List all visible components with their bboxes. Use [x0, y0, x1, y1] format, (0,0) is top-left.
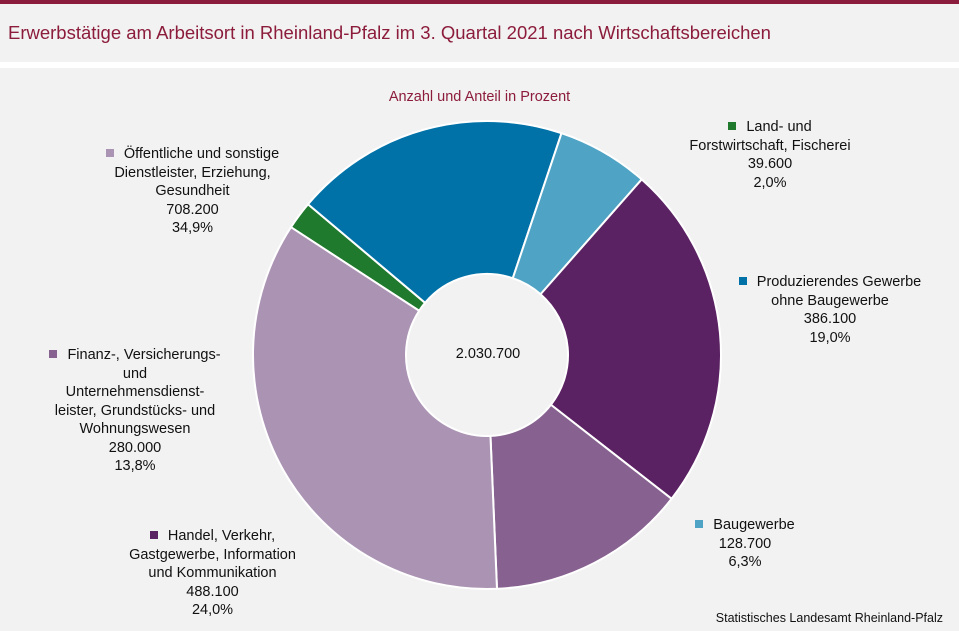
slice-value: 488.100	[186, 583, 239, 600]
chart-title: Erwerbstätige am Arbeitsort in Rheinland…	[8, 22, 771, 43]
slice-category-line: Baugewerbe	[713, 517, 795, 533]
slice-category-line: und	[122, 365, 148, 382]
slice-label-1: Produzierendes Gewerbe ohne Baugewerbe 386…	[720, 273, 940, 347]
slice-category-line: leister, Grundstücks- und	[54, 402, 216, 419]
top-accent-bar	[0, 0, 959, 4]
legend-swatch	[738, 277, 747, 285]
slice-value: 386.100	[803, 311, 857, 327]
slice-category-line: Land- und	[746, 119, 812, 135]
slice-1	[306, 120, 563, 305]
slice-value: 128.700	[718, 535, 772, 552]
slice-label-3: Handel, Verkehr, Gastgewerbe, Information…	[105, 527, 320, 620]
legend-swatch	[49, 350, 58, 358]
legend-swatch	[149, 531, 158, 539]
slice-category-line: Wohnungswesen	[79, 421, 191, 437]
legend-swatch	[105, 149, 114, 157]
slice-3	[539, 178, 722, 501]
slice-category-line: Handel, Verkehr,	[167, 528, 276, 544]
slice-label-2: Baugewerbe 128.700 6,3%	[680, 516, 810, 572]
slice-category-line: Öffentliche und sonstige	[123, 146, 280, 162]
title-separator	[0, 62, 959, 68]
slice-percent: 2,0%	[753, 174, 787, 191]
chart-subtitle: Anzahl und Anteil in Prozent	[388, 89, 571, 105]
slice-value: 708.200	[166, 201, 219, 218]
source-note: Statistisches Landesamt Rheinland-Pfalz	[715, 611, 943, 625]
slice-percent: 34,9%	[171, 220, 214, 236]
slice-label-0: Land- und Forstwirtschaft, Fischerei 39.60…	[660, 118, 880, 192]
slice-category-line: Produzierendes Gewerbe	[756, 274, 922, 290]
slice-value: 39.600	[747, 156, 793, 172]
slice-percent: 13,8%	[114, 458, 156, 474]
slice-category-line: Unternehmensdienst-	[65, 384, 205, 400]
slice-category-line: Forstwirtschaft, Fischerei	[689, 137, 851, 154]
slice-5	[252, 225, 499, 590]
slice-percent: 24,0%	[191, 602, 234, 618]
center-total-value: 2.030.700	[455, 346, 521, 362]
slice-category-line: Finanz-, Versicherungs-	[67, 347, 221, 363]
slice-category-line: Gastgewerbe, Information	[129, 546, 296, 563]
slice-category-line: und Kommunikation	[148, 565, 277, 581]
slice-category-line: ohne Baugewerbe	[771, 292, 889, 309]
slice-category-line: Dienstleister, Erziehung,	[114, 164, 271, 181]
legend-swatch	[695, 520, 704, 528]
slice-4	[489, 403, 674, 590]
slice-label-5: Öffentliche und sonstige Dienstleister, E…	[85, 145, 300, 238]
slice-category-line: Gesundheit	[155, 183, 230, 199]
slice-label-4: Finanz-, Versicherungs-und Unternehmensdi…	[20, 346, 250, 476]
legend-swatch	[728, 122, 737, 130]
slice-percent: 6,3%	[728, 554, 762, 570]
slice-percent: 19,0%	[809, 329, 851, 346]
slice-value: 280.000	[108, 439, 162, 456]
